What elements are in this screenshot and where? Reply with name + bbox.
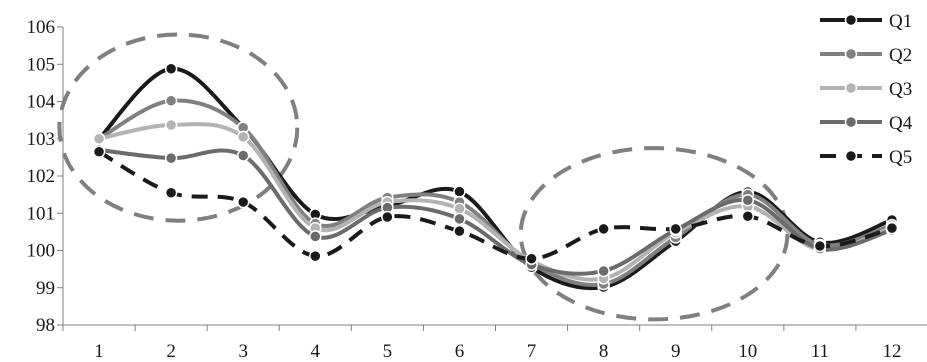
y-tick-label: 101 — [27, 203, 56, 224]
legend-label: Q1 — [889, 11, 912, 32]
x-tick-label: 3 — [238, 341, 248, 362]
data-point — [236, 130, 250, 144]
legend-item-q3: Q3 — [820, 79, 912, 100]
series-q5 — [92, 145, 899, 265]
y-tick-label: 99 — [36, 278, 55, 299]
annotation-ellipse-1 — [57, 32, 300, 223]
series-q3 — [92, 118, 899, 285]
data-point — [597, 222, 610, 236]
annotation-ellipse-2 — [518, 146, 790, 322]
y-tick-label: 102 — [27, 166, 56, 187]
x-tick-label: 11 — [811, 341, 829, 362]
legend: Q1 Q2 Q3 Q4 Q5 — [820, 11, 913, 168]
series-line-q5 — [98, 150, 893, 261]
data-point — [164, 62, 178, 75]
data-point — [92, 145, 106, 159]
legend-item-q5: Q5 — [820, 147, 912, 168]
legend-label: Q4 — [889, 113, 913, 134]
y-tick-label: 100 — [27, 241, 56, 262]
data-point — [669, 222, 682, 236]
data-point — [309, 249, 322, 263]
y-tick-label: 105 — [27, 54, 56, 75]
legend-swatch-marker — [844, 47, 858, 61]
data-point — [164, 118, 178, 132]
series-line-q4 — [97, 147, 894, 276]
y-tick-label: 103 — [27, 129, 56, 150]
data-point — [885, 221, 899, 235]
x-tick-label: 2 — [166, 341, 176, 362]
legend-label: Q3 — [889, 79, 912, 100]
x-tick-label: 6 — [455, 341, 465, 362]
data-point — [813, 239, 827, 253]
data-point — [453, 224, 466, 238]
data-point — [597, 264, 610, 278]
y-tick-label: 106 — [27, 17, 56, 38]
data-point — [164, 186, 178, 200]
series-line-q1 — [97, 66, 894, 291]
series-layer — [92, 62, 899, 294]
legend-item-q1: Q1 — [820, 11, 912, 32]
legend-swatch-marker — [844, 149, 858, 163]
x-tick-label: 5 — [383, 341, 393, 362]
data-point — [741, 209, 755, 223]
data-point — [381, 210, 394, 224]
data-point — [92, 132, 106, 145]
data-point — [525, 252, 538, 265]
legend-item-q4: Q4 — [820, 113, 913, 134]
x-tick-label: 9 — [671, 341, 681, 362]
x-tick-label: 12 — [882, 341, 901, 362]
legend-item-q2: Q2 — [820, 45, 912, 66]
legend-label: Q5 — [889, 147, 912, 168]
x-tick-label: 8 — [599, 341, 609, 362]
x-tick-label: 7 — [527, 341, 537, 362]
data-point — [236, 149, 250, 162]
data-point — [453, 185, 466, 198]
annotation-layer — [57, 32, 790, 322]
legend-swatch-marker — [844, 13, 858, 27]
data-point — [164, 151, 178, 165]
x-tick-label: 10 — [738, 341, 757, 362]
legend-swatch-marker — [844, 115, 858, 129]
x-tick-label: 1 — [94, 341, 104, 362]
y-tick-label: 98 — [36, 315, 55, 336]
legend-swatch-marker — [844, 81, 858, 95]
data-point — [236, 195, 250, 209]
y-tick-label: 104 — [27, 92, 56, 113]
series-q1 — [92, 62, 899, 294]
series-line-q3 — [97, 122, 894, 282]
data-point — [309, 230, 322, 243]
x-tick-label: 4 — [311, 341, 321, 362]
legend-label: Q2 — [889, 45, 912, 66]
data-point — [741, 193, 755, 207]
data-point — [164, 94, 178, 108]
data-point — [453, 212, 466, 226]
